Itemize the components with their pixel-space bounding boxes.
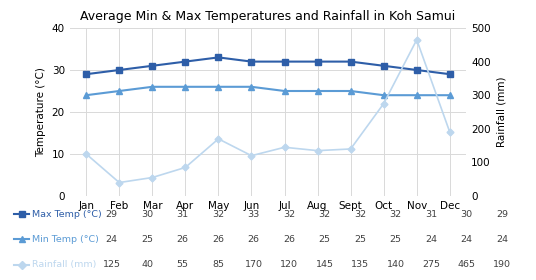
Text: 25: 25	[354, 235, 366, 244]
Rainfall (mm)	[83, 152, 90, 156]
Line: Max Temp (°C): Max Temp (°C)	[84, 55, 452, 77]
Rainfall (mm)	[446, 130, 453, 134]
Text: 25: 25	[390, 235, 401, 244]
Rainfall (mm)	[314, 149, 321, 152]
Text: 140: 140	[386, 260, 405, 269]
Min Temp (°C)	[414, 94, 420, 97]
Rainfall (mm)	[116, 181, 122, 184]
Min Temp (°C)	[182, 85, 189, 88]
Min Temp (°C)	[446, 94, 453, 97]
Text: 24: 24	[106, 235, 117, 244]
Text: 26: 26	[176, 235, 189, 244]
Text: Rainfall (mm): Rainfall (mm)	[32, 260, 96, 269]
Text: 465: 465	[458, 260, 475, 269]
Max Temp (°C)	[414, 68, 420, 72]
Line: Rainfall (mm): Rainfall (mm)	[84, 37, 452, 185]
Text: 85: 85	[212, 260, 224, 269]
Text: 26: 26	[248, 235, 259, 244]
Max Temp (°C)	[83, 73, 90, 76]
Y-axis label: Rainfall (mm): Rainfall (mm)	[496, 77, 507, 147]
Text: 32: 32	[212, 210, 224, 219]
Text: 32: 32	[354, 210, 366, 219]
Min Temp (°C)	[83, 94, 90, 97]
Max Temp (°C)	[446, 73, 453, 76]
Rainfall (mm)	[414, 38, 420, 41]
Text: 120: 120	[280, 260, 298, 269]
Line: Min Temp (°C): Min Temp (°C)	[83, 83, 453, 99]
Max Temp (°C)	[347, 60, 354, 63]
Text: 32: 32	[318, 210, 331, 219]
Text: 24: 24	[460, 235, 473, 244]
Text: 29: 29	[106, 210, 117, 219]
Rainfall (mm)	[381, 102, 387, 105]
Text: Max Temp (°C): Max Temp (°C)	[32, 210, 102, 219]
Text: 55: 55	[176, 260, 189, 269]
Text: 170: 170	[244, 260, 263, 269]
Min Temp (°C)	[281, 89, 288, 93]
Rainfall (mm)	[149, 176, 155, 179]
Text: 26: 26	[283, 235, 295, 244]
Min Temp (°C)	[381, 94, 387, 97]
Min Temp (°C)	[314, 89, 321, 93]
Text: Min Temp (°C): Min Temp (°C)	[32, 235, 99, 244]
Min Temp (°C)	[116, 89, 122, 93]
Max Temp (°C)	[281, 60, 288, 63]
Text: 30: 30	[141, 210, 153, 219]
Max Temp (°C)	[314, 60, 321, 63]
Text: 145: 145	[316, 260, 333, 269]
Text: 24: 24	[425, 235, 437, 244]
Min Temp (°C)	[215, 85, 222, 88]
Max Temp (°C)	[182, 60, 189, 63]
Rainfall (mm)	[347, 147, 354, 151]
Text: 275: 275	[422, 260, 440, 269]
Max Temp (°C)	[215, 56, 222, 59]
Min Temp (°C)	[149, 85, 155, 88]
Text: 29: 29	[496, 210, 508, 219]
Text: 25: 25	[141, 235, 153, 244]
Rainfall (mm)	[215, 137, 222, 141]
Max Temp (°C)	[149, 64, 155, 67]
Text: 32: 32	[390, 210, 401, 219]
Rainfall (mm)	[281, 146, 288, 149]
Text: 40: 40	[141, 260, 153, 269]
Y-axis label: Temperature (°C): Temperature (°C)	[36, 67, 46, 157]
Text: 135: 135	[351, 260, 369, 269]
Text: 190: 190	[493, 260, 511, 269]
Rainfall (mm)	[182, 166, 189, 169]
Text: 31: 31	[176, 210, 189, 219]
Text: 24: 24	[496, 235, 508, 244]
Max Temp (°C)	[381, 64, 387, 67]
Text: 32: 32	[283, 210, 295, 219]
Text: 33: 33	[248, 210, 260, 219]
Text: 125: 125	[102, 260, 121, 269]
Max Temp (°C)	[248, 60, 255, 63]
Max Temp (°C)	[116, 68, 122, 72]
Text: 31: 31	[425, 210, 437, 219]
Min Temp (°C)	[347, 89, 354, 93]
Text: 26: 26	[212, 235, 224, 244]
Title: Average Min & Max Temperatures and Rainfall in Koh Samui: Average Min & Max Temperatures and Rainf…	[80, 10, 456, 23]
Text: 25: 25	[318, 235, 331, 244]
Rainfall (mm)	[248, 154, 255, 157]
Min Temp (°C)	[248, 85, 255, 88]
Text: 30: 30	[460, 210, 473, 219]
